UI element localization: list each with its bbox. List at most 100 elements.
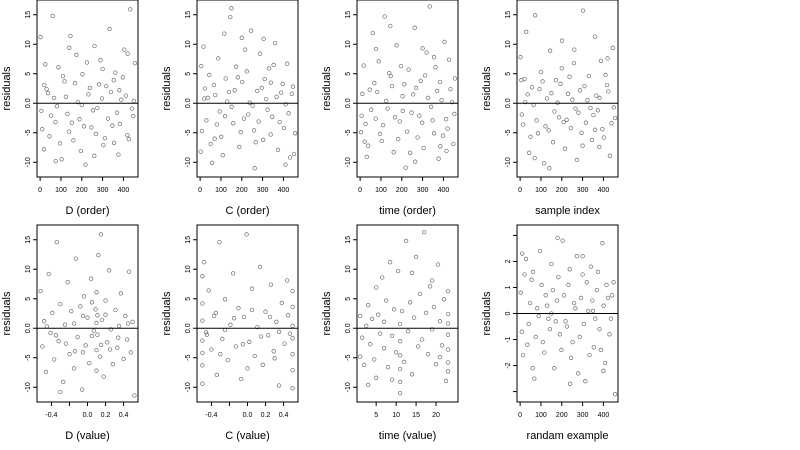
data-point	[54, 104, 60, 109]
data-point	[213, 92, 218, 98]
data-point	[42, 319, 47, 324]
y-tick-label: 5	[25, 297, 32, 301]
data-point	[80, 72, 85, 77]
data-point	[289, 91, 294, 96]
plot-frame	[196, 0, 299, 178]
data-point	[438, 144, 443, 149]
data-point	[519, 78, 524, 83]
data-point	[252, 166, 257, 171]
data-point	[561, 293, 567, 298]
data-point	[590, 308, 596, 314]
data-point	[373, 46, 379, 52]
data-point	[445, 126, 450, 131]
data-point	[241, 314, 247, 320]
data-point	[105, 116, 111, 121]
data-point	[400, 108, 405, 114]
data-point	[239, 376, 244, 382]
data-point	[605, 56, 610, 61]
data-point	[213, 310, 219, 316]
data-point	[578, 295, 584, 301]
data-point	[525, 92, 530, 97]
data-point	[211, 82, 217, 88]
data-point	[48, 113, 54, 118]
data-point	[552, 109, 557, 114]
data-point	[379, 138, 384, 144]
data-point	[360, 335, 365, 340]
data-point	[229, 6, 234, 11]
data-point	[248, 28, 254, 33]
x-tick-label: 300	[577, 412, 589, 419]
data-point	[519, 112, 524, 117]
data-point	[385, 106, 390, 111]
x-axis-label: randam example	[527, 430, 609, 442]
data-point	[541, 161, 547, 166]
data-point	[239, 35, 244, 40]
data-point	[291, 151, 297, 157]
data-point	[234, 64, 239, 69]
data-point	[71, 138, 76, 143]
data-point	[99, 317, 105, 323]
data-point	[233, 344, 238, 349]
data-point	[530, 366, 535, 371]
data-point	[290, 323, 295, 329]
data-point	[430, 118, 435, 123]
plot-frame	[356, 224, 459, 403]
data-point	[372, 357, 377, 362]
data-point	[403, 238, 409, 244]
x-axis-label: C (value)	[225, 430, 270, 442]
data-point	[448, 86, 453, 92]
data-point	[549, 91, 554, 96]
data-point	[527, 300, 533, 306]
data-point	[610, 293, 615, 298]
data-point	[391, 150, 396, 155]
data-point	[256, 119, 261, 124]
y-axis-label: residuals	[161, 66, 173, 111]
data-point	[524, 29, 529, 35]
y-tick-label: 15	[505, 11, 512, 19]
x-tick-label: 300	[577, 187, 589, 194]
data-point	[393, 350, 399, 355]
data-point	[71, 321, 77, 326]
data-point	[81, 294, 87, 299]
x-axis-label: D (value)	[65, 430, 110, 442]
data-point	[384, 98, 389, 104]
x-tick-label: 400	[278, 187, 290, 194]
data-point	[564, 324, 570, 329]
data-point	[574, 157, 580, 163]
x-axis-label: sample index	[535, 205, 600, 217]
data-point	[290, 352, 295, 357]
data-point	[67, 352, 72, 357]
data-point	[222, 297, 228, 302]
x-tick-label: 100	[375, 187, 387, 194]
data-point	[86, 92, 91, 97]
data-point	[255, 324, 260, 330]
y-tick-label: 15	[25, 236, 32, 244]
data-point	[56, 65, 61, 70]
y-axis-label: residuals	[1, 291, 13, 336]
data-point	[557, 332, 563, 337]
data-point	[562, 146, 568, 151]
data-point	[370, 30, 375, 36]
data-point	[611, 280, 616, 285]
data-point	[258, 334, 264, 339]
data-point	[116, 335, 121, 340]
data-point	[63, 94, 69, 99]
data-point	[268, 132, 273, 137]
data-point	[41, 147, 47, 152]
data-point	[374, 375, 379, 380]
data-point	[568, 355, 574, 360]
data-point	[450, 99, 455, 105]
data-point	[217, 109, 222, 114]
y-tick-label: 5	[185, 297, 192, 301]
data-point	[382, 14, 387, 19]
data-point	[236, 306, 241, 311]
data-point	[418, 78, 423, 83]
data-point	[272, 356, 277, 361]
data-point	[285, 313, 291, 318]
data-point	[123, 313, 128, 319]
y-tick-label: 1	[505, 285, 512, 289]
x-tick-label: 0	[198, 187, 202, 194]
data-point	[125, 337, 130, 342]
data-point	[528, 134, 533, 140]
data-point	[98, 342, 104, 347]
